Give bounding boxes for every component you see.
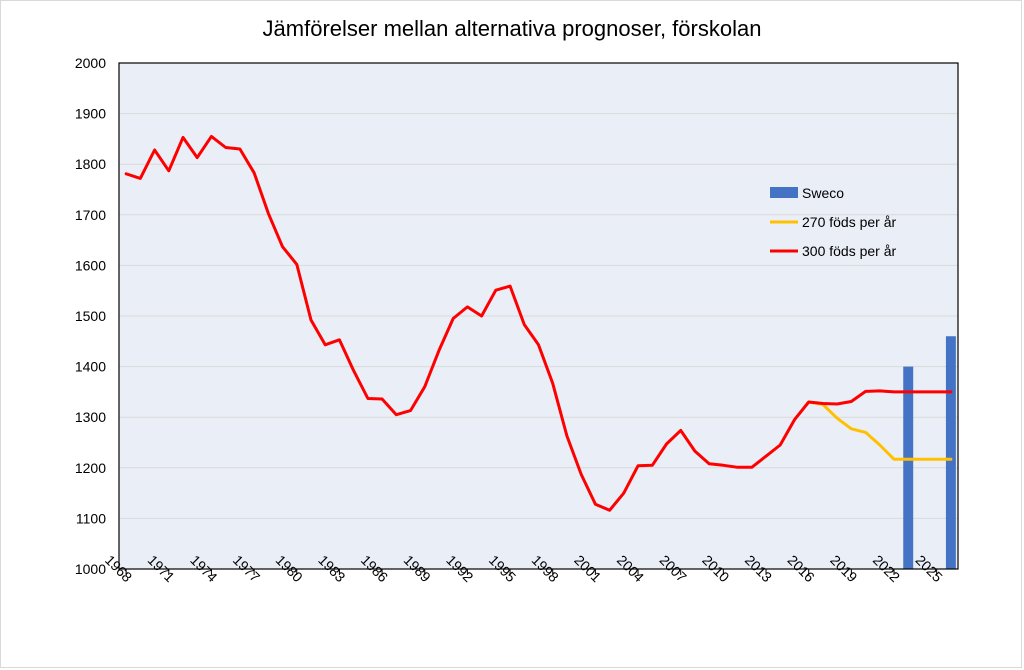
bar-series <box>903 336 956 569</box>
y-tick-label: 1400 <box>75 359 106 375</box>
series-line <box>124 134 953 512</box>
y-tick-label: 1100 <box>76 510 106 526</box>
bar <box>903 366 914 569</box>
y-tick-label: 1600 <box>75 257 106 273</box>
y-tick-label: 1200 <box>75 460 106 476</box>
legend: Sweco 270 föds per år 300 föds per år <box>770 185 897 259</box>
bar <box>945 336 956 569</box>
y-tick-label: 1500 <box>75 308 106 324</box>
legend-swatch <box>770 187 798 198</box>
legend-label: 270 föds per år <box>802 214 897 230</box>
gridlines <box>119 113 958 519</box>
legend-label: Sweco <box>802 185 844 201</box>
line-series <box>124 134 953 512</box>
y-tick-label: 1700 <box>75 207 106 223</box>
y-axis-ticks: 1000 1100 1200 1300 1400 1500 1600 1700 1800 1900… <box>75 55 106 577</box>
legend-label: 300 föds per år <box>802 243 897 259</box>
y-tick-label: 1300 <box>75 409 106 425</box>
chart-title: Jämförelser mellan alternativa prognoser… <box>263 16 762 41</box>
plot-border <box>118 62 959 570</box>
series-line <box>807 400 953 461</box>
y-tick-label: 2000 <box>75 55 106 71</box>
y-tick-label: 1800 <box>75 156 106 172</box>
y-tick-label: 1900 <box>75 106 106 122</box>
y-tick-label: 1000 <box>75 561 106 577</box>
